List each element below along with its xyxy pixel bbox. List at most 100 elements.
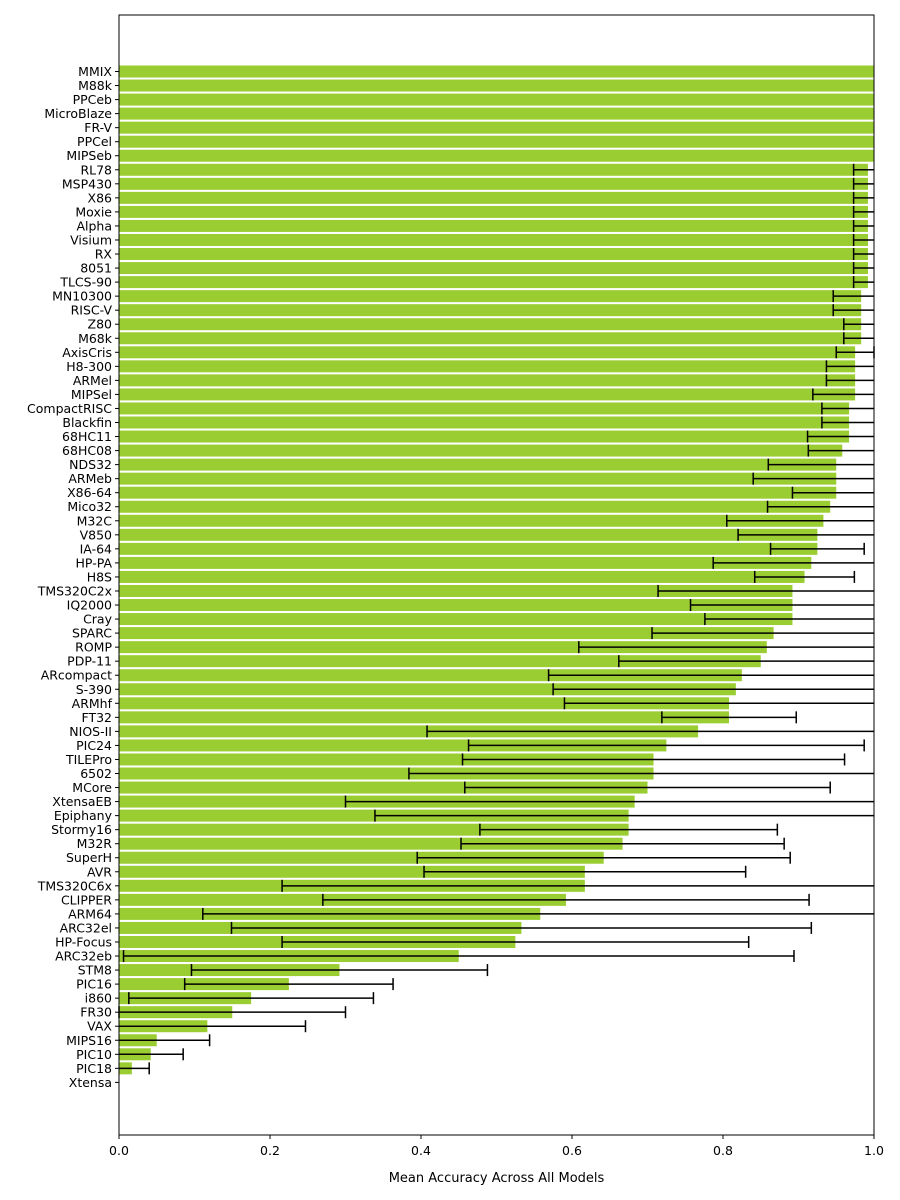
error-bar (767, 458, 874, 471)
y-tick-label: SPARC (72, 626, 112, 641)
y-tick-label: M32R (77, 836, 113, 851)
bar (119, 248, 868, 261)
error-bar (843, 332, 874, 345)
y-tick-label: Blackfin (62, 415, 112, 430)
bar (119, 837, 623, 850)
bar (119, 360, 856, 373)
y-tick-label: Visium (70, 232, 112, 247)
bar (119, 683, 736, 696)
y-tick-label: ARcompact (41, 668, 112, 683)
error-bar (807, 444, 874, 457)
y-tick-label: SuperH (66, 850, 112, 865)
y-tick-label: Stormy16 (51, 822, 112, 837)
error-bar (552, 683, 874, 696)
bar (119, 107, 874, 120)
y-tick-label: PIC24 (76, 738, 112, 753)
y-tick-label: TMS320C6x (37, 878, 112, 893)
bar (119, 219, 868, 232)
bar (119, 177, 868, 190)
bar (119, 627, 774, 640)
bar (119, 149, 874, 162)
y-tick-label: PPCeb (73, 92, 112, 107)
bar (119, 416, 850, 429)
y-tick-label: ARC32eb (55, 949, 112, 964)
bar (119, 823, 629, 836)
bar (119, 570, 805, 583)
y-tick-label: PIC16 (76, 977, 112, 992)
y-tick-label: MN10300 (52, 289, 112, 304)
error-bar (460, 837, 785, 850)
x-tick-label: 0.4 (411, 1143, 431, 1158)
y-tick-label: ARC32el (60, 920, 112, 935)
y-tick-label: Alpha (76, 218, 112, 233)
bar (119, 65, 874, 78)
error-bar (190, 964, 489, 977)
bar (119, 346, 856, 359)
bar (119, 809, 629, 822)
bar (119, 135, 874, 148)
y-tick-label: M68k (78, 331, 113, 346)
y-tick-label: TILEPro (65, 752, 112, 767)
bar (119, 584, 793, 597)
error-bar (119, 1034, 211, 1047)
error-bar (408, 767, 874, 780)
bar (119, 79, 874, 92)
bar (119, 641, 767, 654)
y-tick-label: M88k (78, 78, 113, 93)
x-tick-label: 1.0 (864, 1143, 884, 1158)
y-tick-label: IQ2000 (67, 598, 112, 613)
y-tick-label: ARMeb (68, 471, 112, 486)
y-tick-label: PPCel (77, 134, 112, 149)
y-tick-label: X86-64 (67, 485, 112, 500)
bar (119, 332, 862, 345)
error-bar (832, 290, 874, 303)
y-tick-label: MCore (72, 780, 112, 795)
y-tick-label: FR-V (84, 120, 112, 135)
y-tick-label: HP-Focus (55, 934, 112, 949)
error-bar (852, 219, 874, 232)
bar (119, 669, 742, 682)
bar (119, 725, 699, 738)
bar (119, 93, 874, 106)
bar (119, 276, 868, 289)
error-bar (752, 472, 874, 485)
error-bar (852, 191, 874, 204)
error-bar (119, 1048, 184, 1061)
bar (119, 528, 818, 541)
x-axis-title: Mean Accuracy Across All Models (389, 1171, 605, 1186)
error-bar (578, 641, 874, 654)
y-tick-label: AVR (87, 864, 112, 879)
y-tick-label: HP-PA (76, 555, 113, 570)
y-tick-label: V850 (80, 527, 112, 542)
y-tick-label: Mico32 (67, 499, 112, 514)
bar (119, 767, 654, 780)
y-tick-label: MIPS16 (66, 1033, 112, 1048)
y-tick-label: MIPSel (71, 387, 112, 402)
error-bar (753, 570, 856, 583)
error-bar (119, 1062, 150, 1075)
bar (119, 655, 761, 668)
error-bar (423, 865, 747, 878)
bar (119, 851, 604, 864)
error-bar (122, 950, 795, 963)
y-tick-label: Z80 (88, 317, 113, 332)
y-tick-label: NDS32 (69, 457, 112, 472)
bar (119, 191, 868, 204)
bar (119, 486, 837, 499)
error-bars-layer (118, 163, 875, 1075)
error-bar (852, 205, 874, 218)
bar (119, 402, 850, 415)
error-bar (852, 233, 874, 246)
error-bar (712, 556, 874, 569)
y-tick-label: 6502 (80, 766, 112, 781)
bar (119, 430, 850, 443)
y-tick-label: ARMhf (72, 696, 113, 711)
y-tick-label: FT32 (81, 710, 112, 725)
y-tick-label: Moxie (75, 204, 112, 219)
error-bar (657, 584, 874, 597)
y-tick-label: CompactRISC (27, 401, 112, 416)
y-tick-label: S-390 (76, 682, 112, 697)
bar (119, 711, 730, 724)
bar (119, 556, 812, 569)
bar (119, 697, 730, 710)
